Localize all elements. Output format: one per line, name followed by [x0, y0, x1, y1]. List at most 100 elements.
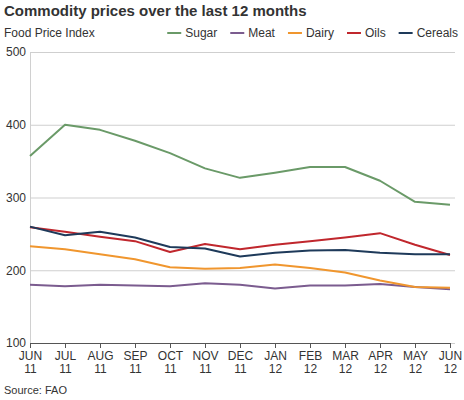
- x-tick-mark: [30, 343, 31, 348]
- legend-label: Sugar: [185, 26, 217, 40]
- series-line: [30, 283, 450, 289]
- x-tick-label-part: AUG: [87, 349, 113, 363]
- x-tick-label: AUG11: [87, 349, 113, 377]
- x-tick-label-part: 11: [234, 362, 247, 376]
- y-axis: 100200300400500: [6, 45, 455, 350]
- x-tick-label-part: NOV: [192, 349, 218, 363]
- x-tick-label: APR12: [368, 349, 393, 377]
- x-tick-mark: [415, 343, 416, 348]
- x-tick-label-part: 12: [339, 362, 353, 376]
- y-tick-label: 200: [6, 264, 26, 278]
- x-tick-mark: [345, 343, 346, 348]
- x-tick-label: SEP11: [123, 349, 147, 377]
- x-tick-mark: [275, 343, 276, 348]
- x-tick-label: MAY12: [403, 349, 428, 377]
- x-tick: MAR12: [332, 343, 359, 376]
- grid-line: [30, 125, 455, 126]
- x-tick-label-part: 12: [409, 362, 423, 376]
- x-tick: JUL11: [55, 343, 77, 376]
- legend-label: Cereals: [417, 26, 458, 40]
- legend-label: Dairy: [306, 26, 334, 40]
- y-tick: 200: [6, 264, 455, 278]
- x-tick: JUN11: [19, 343, 42, 376]
- grid-line: [30, 52, 455, 53]
- x-tick-label-part: 11: [24, 362, 37, 376]
- y-tick-label: 300: [6, 191, 26, 205]
- y-tick-label: 400: [6, 118, 26, 132]
- x-tick-label-part: JUN: [439, 349, 462, 363]
- x-tick-label: JUN12: [439, 349, 462, 377]
- y-tick: 300: [6, 191, 455, 205]
- x-tick-label-part: 11: [199, 362, 212, 376]
- x-tick: OCT11: [158, 343, 184, 376]
- legend-swatch: [288, 32, 302, 34]
- legend-swatch: [230, 32, 244, 34]
- legend-item: Dairy: [288, 26, 334, 40]
- x-tick-label-part: FEB: [299, 349, 322, 363]
- x-tick: FEB12: [299, 343, 322, 376]
- series-line: [30, 125, 450, 205]
- grid-line: [30, 270, 455, 271]
- x-tick-label: NOV11: [192, 349, 218, 377]
- x-tick-label-part: MAR: [332, 349, 359, 363]
- source: Source: FAO: [4, 384, 67, 396]
- x-tick-mark: [240, 343, 241, 348]
- x-tick-label: FEB12: [299, 349, 322, 377]
- x-tick: AUG11: [87, 343, 113, 376]
- x-tick-label-part: 12: [374, 362, 388, 376]
- x-tick-label-part: MAY: [403, 349, 428, 363]
- x-tick-label-part: 11: [129, 362, 142, 376]
- legend-item: Oils: [347, 26, 386, 40]
- x-tick-label: DEC11: [228, 349, 254, 377]
- x-tick-label-part: 11: [59, 362, 72, 376]
- legend-label: Meat: [248, 26, 275, 40]
- x-tick: NOV11: [192, 343, 218, 376]
- x-tick-label: OCT11: [158, 349, 184, 377]
- x-tick-mark: [100, 343, 101, 348]
- legend-swatch: [167, 32, 181, 34]
- x-tick-label-part: 11: [94, 362, 107, 376]
- x-tick-mark: [380, 343, 381, 348]
- x-axis: JUN11JUL11AUG11SEP11OCT11NOV11DEC11JAN12…: [19, 343, 462, 376]
- x-tick-label-part: 12: [304, 362, 318, 376]
- legend-label: Oils: [365, 26, 386, 40]
- series-line: [30, 227, 450, 257]
- x-tick-label: JAN12: [264, 349, 287, 377]
- y-tick-label: 500: [6, 45, 26, 59]
- y-tick: 500: [6, 45, 455, 59]
- x-tick: JUN12: [439, 343, 462, 376]
- x-tick-label-part: 12: [444, 362, 458, 376]
- x-tick-mark: [310, 343, 311, 348]
- x-tick-label-part: DEC: [228, 349, 254, 363]
- x-tick: JAN12: [264, 343, 287, 376]
- x-tick-label-part: JUN: [19, 349, 42, 363]
- x-tick-label-part: SEP: [123, 349, 147, 363]
- x-tick-label: JUN11: [19, 349, 42, 377]
- x-tick-mark: [65, 343, 66, 348]
- x-tick-label: JUL11: [55, 349, 77, 377]
- x-tick-mark: [135, 343, 136, 348]
- legend-swatch: [399, 32, 413, 34]
- x-tick-label-part: APR: [368, 349, 393, 363]
- x-tick-mark: [450, 343, 451, 348]
- x-tick-mark: [205, 343, 206, 348]
- legend-item: Cereals: [399, 26, 458, 40]
- grid-line: [30, 343, 455, 344]
- x-tick-label-part: 12: [269, 362, 283, 376]
- lines: [30, 125, 450, 289]
- legend: Sugar Meat Dairy Oils Cereals: [167, 26, 458, 40]
- legend-swatch: [347, 32, 361, 34]
- x-tick-label-part: OCT: [158, 349, 184, 363]
- x-tick-mark: [170, 343, 171, 348]
- chart: Commodity prices over the last 12 months…: [0, 0, 464, 400]
- legend-item: Meat: [230, 26, 275, 40]
- x-tick: MAY12: [403, 343, 428, 376]
- x-tick-label: MAR12: [332, 349, 359, 377]
- x-tick: APR12: [368, 343, 393, 376]
- x-tick: SEP11: [123, 343, 147, 376]
- x-tick-label-part: JUL: [55, 349, 77, 363]
- grid-line: [30, 198, 455, 199]
- x-tick-label-part: JAN: [264, 349, 287, 363]
- x-tick-label-part: 11: [164, 362, 177, 376]
- x-tick: DEC11: [228, 343, 254, 376]
